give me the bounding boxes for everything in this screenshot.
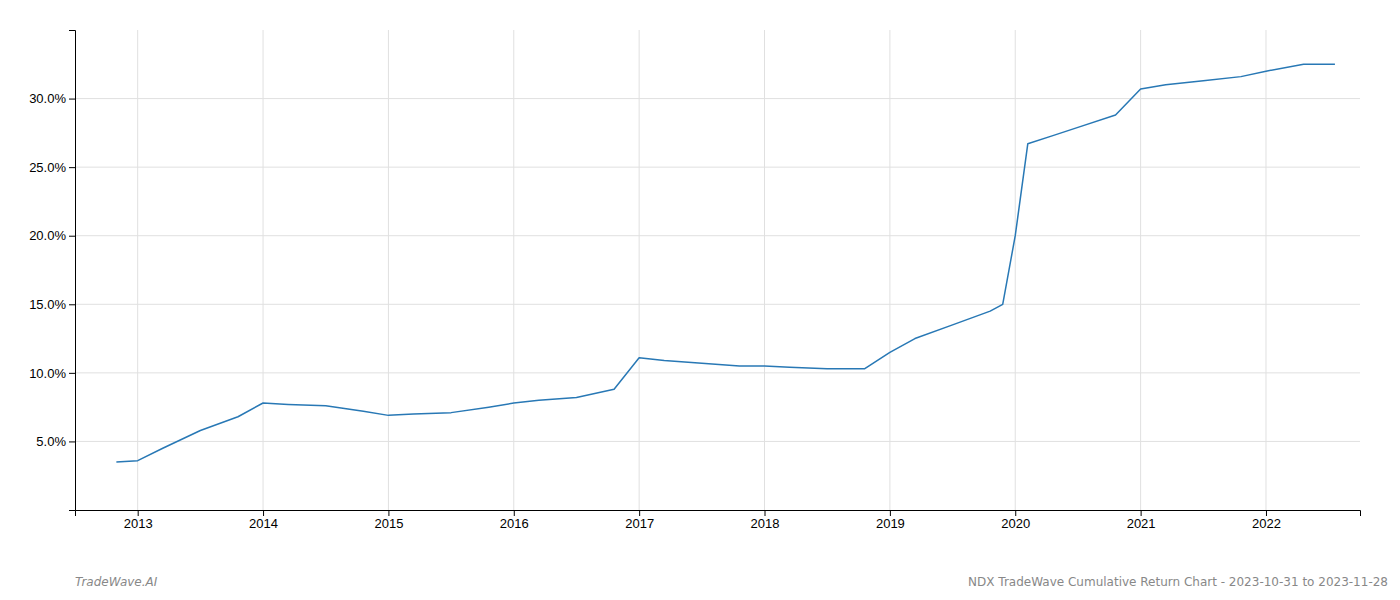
tick-label: 2015 (374, 516, 403, 531)
tick-label: 2013 (124, 516, 153, 531)
x-grid-line (639, 30, 640, 510)
x-axis: 2013 2014 2015 2016 2017 2018 2019 2020 2021 2022 (76, 510, 1361, 531)
x-grid-line (513, 30, 514, 510)
tick-mark (263, 510, 264, 516)
tick-mark (514, 510, 515, 516)
tick-label: 2018 (751, 516, 780, 531)
tick: 25.0% (29, 160, 75, 175)
y-grid-line (75, 304, 1360, 305)
grid (75, 30, 1360, 510)
tick-label: 30.0% (29, 91, 66, 106)
tick-mark (69, 441, 75, 442)
tick-mark (69, 236, 75, 237)
tick-label: 20.0% (29, 228, 66, 243)
tick: 2021 (1127, 510, 1156, 531)
tick-mark (890, 510, 891, 516)
tick-mark (69, 167, 75, 168)
tick-mark (138, 510, 139, 516)
tick-mark (69, 373, 75, 374)
chart-svg: 2013 2014 2015 2016 2017 2018 2019 2020 2021 2022… (0, 0, 1400, 600)
tick: 2013 (124, 510, 153, 531)
tick: 2019 (876, 510, 905, 531)
plot-area (116, 64, 1335, 462)
tick-label: 5.0% (36, 434, 66, 449)
y-axis: 5.0% 10.0% 15.0% 20.0% 25.0% 30.0% (29, 31, 75, 511)
line (116, 64, 1335, 462)
tick: 2022 (1252, 510, 1281, 531)
x-grid-line (388, 30, 389, 510)
chart-container: 2013 2014 2015 2016 2017 2018 2019 2020 2021 2022… (0, 0, 1400, 600)
tick: 20.0% (29, 228, 75, 243)
footer-text: NDX TradeWave Cumulative Return Chart - … (968, 575, 1388, 589)
tick-label: 2021 (1127, 516, 1156, 531)
annotations: TradeWave.AI NDX TradeWave Cumulative Ret… (75, 575, 1388, 589)
tick-label: 2014 (249, 516, 278, 531)
tick-mark (1266, 510, 1267, 516)
tick-label: 2017 (625, 516, 654, 531)
tick: 2016 (500, 510, 529, 531)
footer-text: TradeWave.AI (75, 575, 158, 589)
tick-label: 2019 (876, 516, 905, 531)
tick-label: 15.0% (29, 297, 66, 312)
x-grid-line (764, 30, 765, 510)
tick-mark (639, 510, 640, 516)
tick-label: 10.0% (29, 366, 66, 381)
tick: 2020 (1001, 510, 1030, 531)
x-grid-line (263, 30, 264, 510)
tick-mark (69, 304, 75, 305)
tick-mark (1141, 510, 1142, 516)
x-grid-line (1140, 30, 1141, 510)
x-grid-line (889, 30, 890, 510)
y-grid-line (75, 372, 1360, 373)
x-grid-line (137, 30, 138, 510)
y-grid-line (75, 167, 1360, 168)
tick-label: 2022 (1252, 516, 1281, 531)
tick: 15.0% (29, 297, 75, 312)
tick-mark (69, 99, 75, 100)
x-grid-line (1265, 30, 1266, 510)
tick: 10.0% (29, 366, 75, 381)
x-axis-line (76, 511, 1361, 517)
tick-label: 2020 (1001, 516, 1030, 531)
tick-mark (388, 510, 389, 516)
tick: 5.0% (36, 434, 75, 449)
tick: 2018 (751, 510, 780, 531)
y-grid-line (75, 235, 1360, 236)
tick-label: 25.0% (29, 160, 66, 175)
tick-label: 2016 (500, 516, 529, 531)
tick: 2015 (374, 510, 403, 531)
x-grid-line (1015, 30, 1016, 510)
tick: 2017 (625, 510, 654, 531)
tick-mark (1015, 510, 1016, 516)
y-grid-line (75, 441, 1360, 442)
tick: 30.0% (29, 91, 75, 106)
y-axis-line (69, 31, 76, 511)
y-grid-line (75, 98, 1360, 99)
tick-mark (765, 510, 766, 516)
tick: 2014 (249, 510, 278, 531)
